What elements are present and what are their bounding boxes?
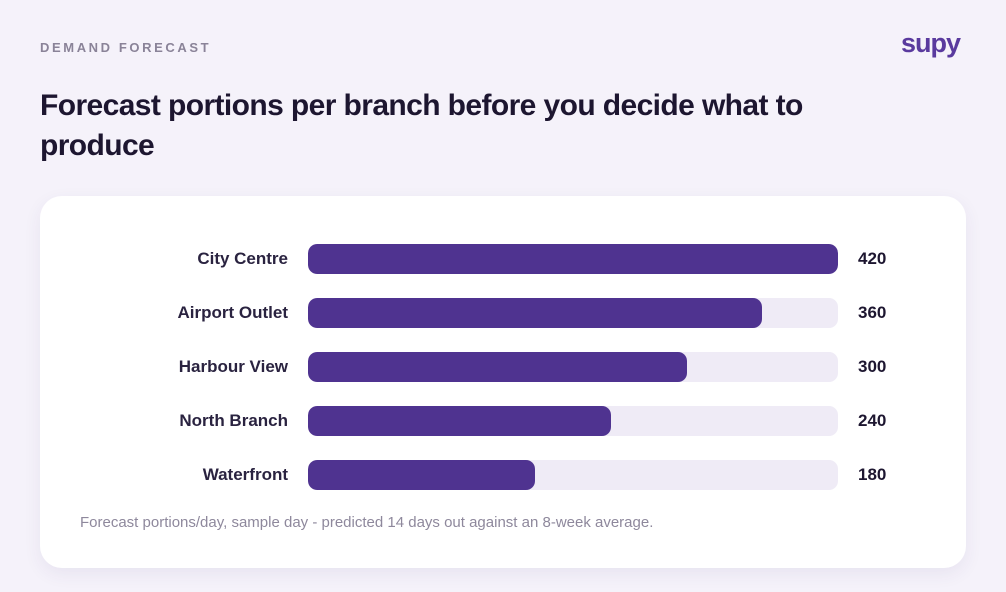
bar <box>308 352 687 382</box>
bar-track <box>308 352 838 382</box>
category-label: Airport Outlet <box>177 303 289 322</box>
bar <box>308 298 763 328</box>
brand-logo: supy <box>900 28 961 58</box>
value-label: 180 <box>858 465 887 484</box>
bar <box>308 244 838 274</box>
category-label: Waterfront <box>202 465 288 484</box>
category-label: City Centre <box>197 249 288 268</box>
category-label: North Branch <box>179 411 288 430</box>
chart-footnote: Forecast portions/day, sample day - pred… <box>80 514 654 531</box>
value-label: 420 <box>858 249 887 268</box>
category-label: Harbour View <box>178 357 288 376</box>
value-label: 300 <box>858 357 887 376</box>
bar-row: Waterfront 180 <box>40 460 966 490</box>
value-label: 240 <box>858 411 887 430</box>
bar <box>308 406 611 436</box>
value-label: 360 <box>858 303 887 322</box>
bar-row: Airport Outlet 360 <box>40 298 966 328</box>
bar-row: Harbour View 300 <box>40 352 966 382</box>
bar-track <box>308 460 838 490</box>
bar-track <box>308 298 838 328</box>
eyebrow-label: DEMAND FORECAST <box>40 40 212 55</box>
bar-track <box>308 244 838 274</box>
bar-row: City Centre 420 <box>40 244 966 274</box>
bar-row: North Branch 240 <box>40 406 966 436</box>
page-title: Forecast portions per branch before you … <box>40 89 803 162</box>
chart-card: City Centre 420 Airport Outlet 360 Harbour V… <box>40 196 966 568</box>
bar <box>308 460 536 490</box>
bar-track <box>308 406 838 436</box>
